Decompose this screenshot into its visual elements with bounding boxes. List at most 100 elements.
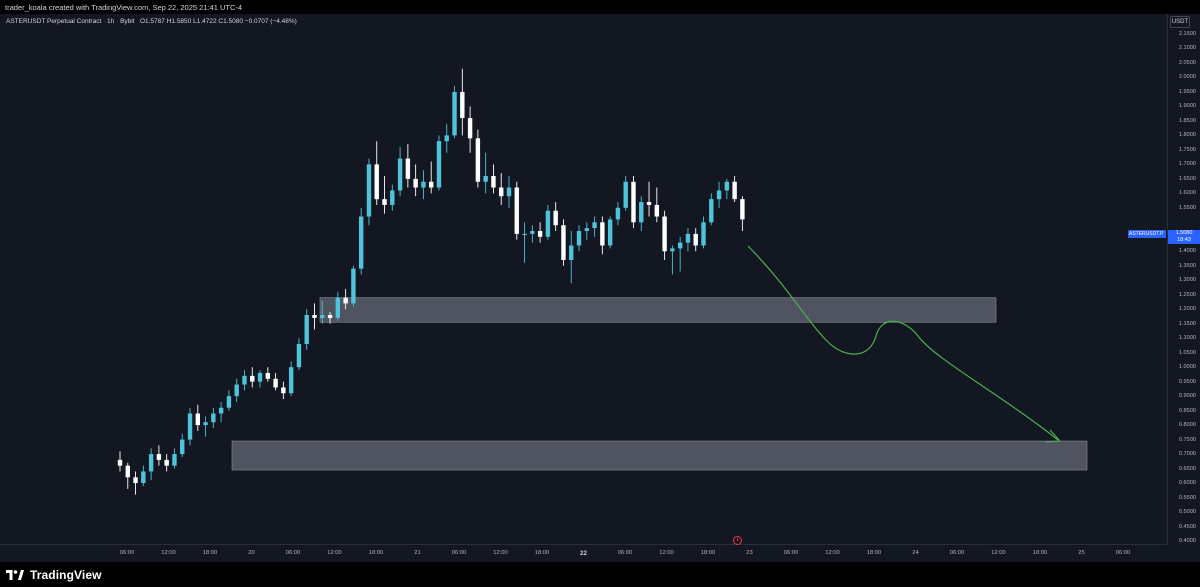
price-tick-label: 1.7500 <box>1178 146 1196 153</box>
time-tick-label: 18:00 <box>866 550 882 556</box>
currency-label: USDT <box>1171 19 1189 25</box>
candle-body <box>436 141 442 188</box>
candle-body <box>491 175 496 188</box>
bar-countdown: 18:43 <box>1177 237 1191 243</box>
price-tick-label: 0.7500 <box>1178 436 1196 443</box>
candle-body <box>327 315 333 318</box>
candle-body <box>390 190 395 205</box>
candle-body <box>156 454 162 460</box>
candle-body <box>460 91 465 119</box>
candle-body <box>312 315 317 318</box>
chart-area[interactable]: ASTERUSDT Perpetual Contract · 1h · Bybi… <box>0 14 1200 562</box>
time-tick-label: 12:00 <box>659 550 674 556</box>
candlestick-plot[interactable] <box>0 14 1167 544</box>
legend-open: O1.5787 <box>139 18 165 25</box>
price-tick-label: 0.8500 <box>1178 407 1196 414</box>
price-tick-label: 1.0000 <box>1178 364 1196 371</box>
candle-body <box>304 315 309 344</box>
symbol-legend[interactable]: ASTERUSDT Perpetual Contract · 1h · Bybi… <box>6 18 297 25</box>
candle-body <box>506 187 512 197</box>
candle-body <box>654 204 660 217</box>
candle-body <box>662 216 667 252</box>
time-tick-label: 25 <box>1078 550 1085 556</box>
candle-body <box>615 207 621 220</box>
clock-icon[interactable] <box>733 536 742 545</box>
time-tick-label: 06:00 <box>783 550 799 556</box>
price-tick-label: 0.5000 <box>1178 509 1196 516</box>
price-tick-label: 1.1000 <box>1178 335 1196 342</box>
candle-body <box>677 242 683 249</box>
candle-body <box>226 396 232 408</box>
candle-body <box>429 181 434 188</box>
time-tick-label: 12:00 <box>327 550 342 556</box>
candle-body <box>592 222 597 229</box>
candle-body <box>250 375 255 382</box>
legend-change: −0.0707 (−4.48%) <box>244 18 297 25</box>
last-price-label: 1.5080 18:43 <box>1168 230 1200 244</box>
candle-body <box>187 413 193 440</box>
candle-body <box>234 384 239 397</box>
symbol-tag-text: ASTERUSDT.P <box>1129 231 1164 237</box>
price-tick-label: 1.3500 <box>1178 262 1196 269</box>
candle-body <box>265 372 271 379</box>
chart-caption: trader_koala created with TradingView.co… <box>0 0 1200 14</box>
legend-low: L1.4722 <box>193 18 217 25</box>
last-price-value: 1.5080 <box>1175 230 1193 236</box>
candle-body <box>584 228 589 232</box>
candle-body <box>499 187 504 197</box>
price-tick-label: 1.9000 <box>1178 103 1196 110</box>
candle-body <box>180 439 185 455</box>
candle-body <box>164 459 169 466</box>
tradingview-logo[interactable]: TradingView <box>6 568 102 582</box>
price-tick-label: 0.9000 <box>1178 393 1196 400</box>
symbol-price-tag: ASTERUSDT.P <box>1128 230 1166 238</box>
time-tick-label: 21 <box>414 550 421 556</box>
candle-body <box>351 268 356 304</box>
candle-body <box>273 378 278 388</box>
candle-body <box>382 199 387 205</box>
price-tick-label: 0.7000 <box>1178 451 1196 458</box>
price-axis[interactable]: 2.1500 2.1000 2.0500 2.0000 1.9500 1.9000 1.85… <box>1167 14 1200 544</box>
price-tick-label: 0.8000 <box>1178 422 1196 429</box>
candle-body <box>444 135 449 142</box>
time-tick-label: 18:00 <box>534 550 550 556</box>
time-tick-label: 12:00 <box>493 550 508 556</box>
candle-body <box>724 181 730 191</box>
time-tick-label: 06:00 <box>617 550 633 556</box>
legend-symbol[interactable]: ASTERUSDT Perpetual Contract <box>6 18 102 25</box>
candle-body <box>545 210 551 237</box>
time-tick-label: 06:00 <box>285 550 301 556</box>
time-tick-label: 06:00 <box>451 550 467 556</box>
candle-body <box>242 375 247 385</box>
price-tick-label: 0.6000 <box>1178 480 1196 487</box>
candle-body <box>148 454 154 472</box>
currency-badge[interactable]: USDT <box>1170 16 1190 28</box>
price-tick-label: 1.2000 <box>1178 306 1196 313</box>
time-tick-label: 12:00 <box>991 550 1006 556</box>
price-tick-label: 0.6500 <box>1178 465 1196 472</box>
candle-body <box>421 181 426 188</box>
tradingview-logo-icon <box>6 569 24 580</box>
candle-body <box>716 190 722 200</box>
candle-body <box>576 231 582 246</box>
candle-body <box>639 202 644 223</box>
time-axis[interactable]: 06:00 12:00 18:00 20 06:00 12:00 18:00 21 06:00 1… <box>0 544 1167 562</box>
time-tick-label: 20 <box>248 550 255 556</box>
price-tick-label: 0.5500 <box>1178 494 1196 501</box>
legend-interval[interactable]: 1h <box>107 18 115 25</box>
legend-high: H1.5850 <box>166 18 192 25</box>
candle-body <box>685 233 691 243</box>
candle-body <box>343 297 348 304</box>
candle-body <box>646 202 652 205</box>
projection-line <box>747 245 1059 441</box>
price-tick-label: 1.3000 <box>1178 277 1196 284</box>
candle-body <box>296 343 302 368</box>
price-tick-label: 2.1000 <box>1178 45 1196 52</box>
candle-body <box>288 367 294 394</box>
candle-body <box>623 181 628 208</box>
candle-body <box>320 315 325 318</box>
caption-text: trader_koala created with TradingView.co… <box>5 3 243 12</box>
candle-body <box>670 248 675 252</box>
candle-body <box>600 222 605 246</box>
candle-body <box>281 387 286 394</box>
